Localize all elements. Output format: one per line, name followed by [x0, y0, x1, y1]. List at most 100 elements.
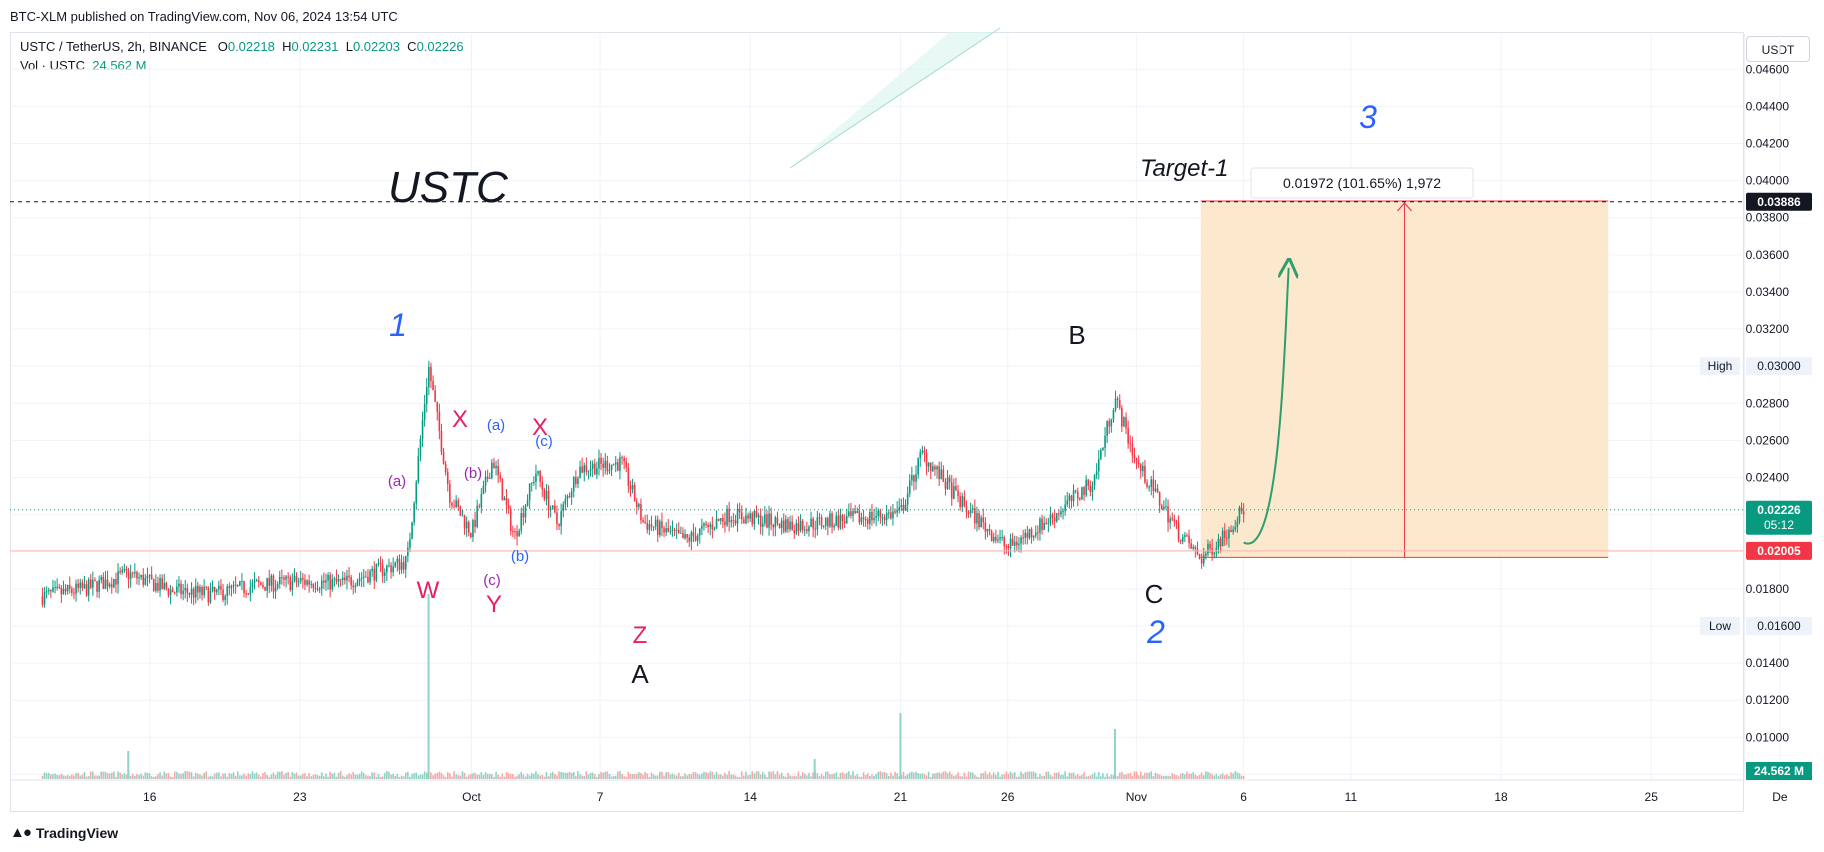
- volume-bar: [436, 772, 439, 779]
- volume-spike: [1113, 729, 1116, 779]
- volume-bar: [1043, 775, 1045, 779]
- volume-bar: [1062, 774, 1064, 779]
- close-value: 0.02226: [416, 39, 464, 54]
- candle-body: [768, 513, 770, 528]
- target-zone[interactable]: 0.01972 (101.65%) 1,972: [1200, 167, 1609, 558]
- volume-bar: [134, 775, 136, 779]
- volume-bar: [1200, 772, 1203, 779]
- close-label: C: [407, 39, 417, 54]
- candle-body: [375, 564, 378, 581]
- candle-body: [354, 585, 357, 588]
- candle-body: [423, 403, 426, 420]
- wave-labels: USTC Target-1 1 2 3 A B C W X Y X Z (a) (b) (c) (a) (b) (c…: [388, 99, 1377, 689]
- volume-bar: [1093, 772, 1096, 779]
- volume-bar: [1083, 772, 1085, 779]
- volume-bar: [803, 773, 806, 779]
- candle-body: [711, 524, 714, 530]
- volume-bar: [938, 772, 940, 779]
- volume-bar: [1238, 773, 1241, 779]
- volume-bar: [50, 774, 52, 779]
- volume-bar: [71, 774, 73, 779]
- tradingview-logo[interactable]: ▲● TradingView: [10, 824, 118, 841]
- candle-body: [56, 586, 58, 588]
- volume-bar: [1184, 774, 1186, 779]
- volume-bar: [776, 771, 779, 779]
- candle-body: [310, 583, 313, 585]
- volume-bar: [197, 773, 199, 779]
- volume-bar: [289, 776, 292, 779]
- candle-body: [1104, 435, 1106, 448]
- volume-bar: [138, 774, 140, 779]
- volume-bar: [501, 773, 504, 779]
- candle-body: [323, 580, 325, 583]
- candle-body: [257, 580, 260, 583]
- volume-bar: [1192, 772, 1195, 779]
- candle-body: [329, 574, 331, 590]
- candle-body: [677, 529, 680, 534]
- volume-bar: [394, 775, 397, 779]
- candle-body: [524, 505, 527, 518]
- candle-body: [58, 586, 61, 588]
- candle-body: [1060, 511, 1062, 515]
- candle-body: [161, 578, 163, 589]
- candle-body: [1047, 522, 1050, 524]
- volume-bar: [942, 771, 945, 779]
- candle-body: [459, 506, 462, 516]
- volume-bar: [600, 772, 602, 779]
- candle-body: [188, 593, 191, 595]
- candle-body: [1137, 461, 1140, 465]
- volume-bar: [507, 773, 510, 779]
- candle-body: [795, 523, 798, 534]
- volume-bar: [1112, 775, 1115, 779]
- candle-body: [163, 582, 166, 589]
- volume-bar: [963, 772, 966, 779]
- volume-bar: [1085, 776, 1087, 779]
- volume-bar: [1240, 775, 1243, 779]
- volume-bar: [356, 774, 359, 779]
- volume-bar: [822, 775, 825, 779]
- volume-bar: [551, 771, 554, 779]
- volume-bar: [1217, 776, 1220, 779]
- projection-arrow: [1243, 268, 1289, 545]
- candle-body: [467, 521, 470, 533]
- candle-body: [1007, 546, 1010, 549]
- volume-bar: [396, 773, 399, 779]
- candle-body: [911, 475, 913, 481]
- y-tick-label: 0.04400: [1746, 99, 1790, 113]
- volume-bar: [186, 771, 189, 779]
- volume-bar: [717, 774, 720, 779]
- candle-body: [799, 520, 802, 531]
- volume-bar: [757, 771, 760, 779]
- symbol-name[interactable]: USTC / TetherUS, 2h, BINANCE: [20, 39, 207, 54]
- candle-body: [1194, 546, 1197, 549]
- currency-button[interactable]: USDT: [1746, 36, 1810, 62]
- volume-bar: [614, 775, 617, 779]
- candle-body: [932, 466, 934, 472]
- volume-bar: [268, 776, 271, 779]
- volume-bar: [988, 772, 991, 779]
- candle-body: [1215, 547, 1218, 553]
- volume-bar: [304, 773, 306, 779]
- volume-bar: [862, 772, 865, 779]
- candle-body: [789, 521, 791, 530]
- candle-body: [373, 568, 376, 581]
- volume-bar: [1121, 771, 1123, 779]
- candle-body: [759, 515, 762, 527]
- candle-body: [388, 565, 390, 567]
- volume-bar: [398, 776, 401, 779]
- candle-body: [495, 465, 497, 469]
- volume-bar: [841, 772, 844, 779]
- candle-body: [581, 466, 583, 473]
- candle-body: [1133, 455, 1136, 459]
- candle-body: [1100, 450, 1102, 459]
- volume-bar: [892, 775, 894, 779]
- volume-bar: [692, 771, 695, 779]
- candle-body: [432, 381, 434, 391]
- volume-bar: [467, 775, 470, 779]
- candle-body: [608, 469, 611, 472]
- volume-bar: [459, 775, 462, 779]
- low-label: L: [345, 39, 353, 54]
- candle-body: [96, 581, 98, 592]
- candle-body: [320, 580, 323, 589]
